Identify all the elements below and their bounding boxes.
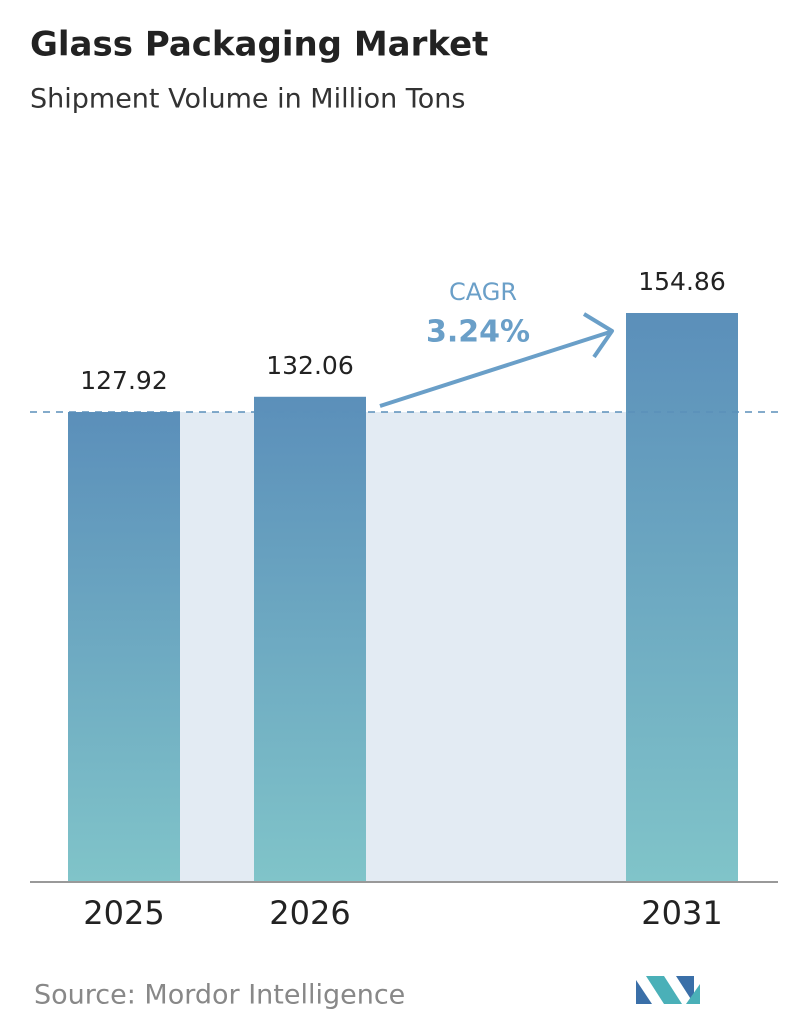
value-label: 132.06 bbox=[266, 351, 353, 380]
bar bbox=[68, 411, 180, 882]
x-tick-label: 2026 bbox=[269, 894, 350, 932]
x-tick-label: 2025 bbox=[83, 894, 164, 932]
value-label: 154.86 bbox=[638, 267, 725, 296]
cagr-arrow bbox=[379, 330, 611, 408]
cagr-arrowhead bbox=[582, 312, 614, 359]
source: Source: Mordor Intelligence bbox=[34, 980, 405, 1011]
cagr-label: CAGR bbox=[449, 278, 517, 306]
logo bbox=[636, 976, 700, 1004]
bar bbox=[254, 396, 366, 882]
value-label: 127.92 bbox=[80, 366, 167, 395]
bar bbox=[626, 313, 738, 882]
chart-subtitle: Shipment Volume in Million Tons bbox=[30, 84, 465, 115]
chart-title: Glass Packaging Market bbox=[30, 25, 488, 65]
plot-area: 127.92 2025 132.06 2026 154.86 2031 bbox=[30, 267, 780, 932]
cagr-value: 3.24% bbox=[426, 315, 530, 350]
x-tick-label: 2031 bbox=[641, 894, 722, 932]
